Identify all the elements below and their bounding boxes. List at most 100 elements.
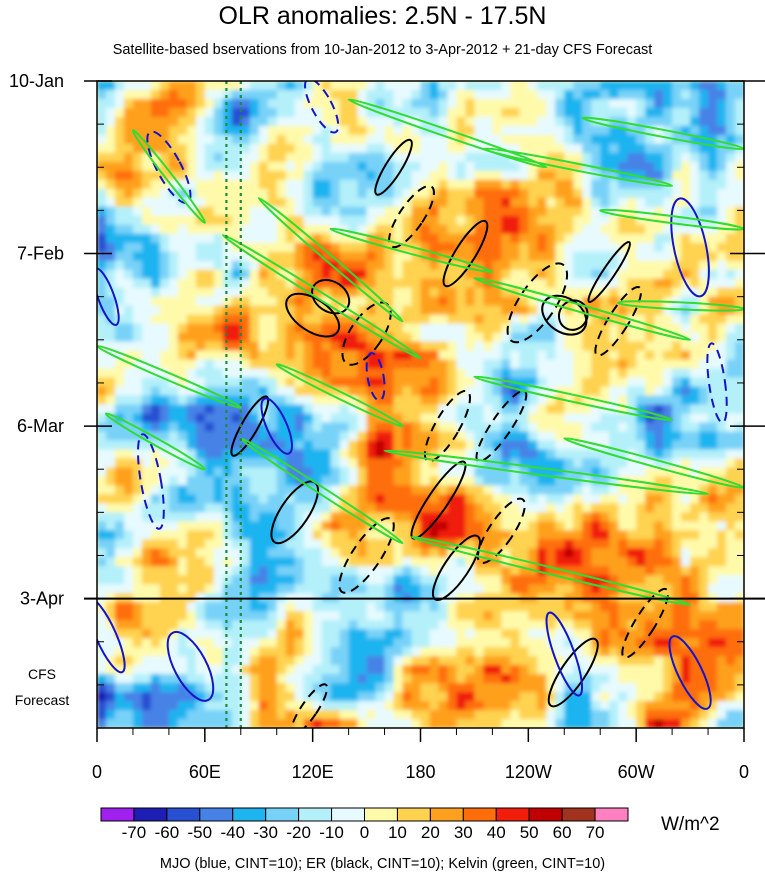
anomaly-cell bbox=[438, 296, 449, 307]
anomaly-cell bbox=[663, 449, 673, 460]
anomaly-cell bbox=[159, 611, 170, 621]
anomaly-cell bbox=[510, 422, 520, 433]
anomaly-cell bbox=[177, 179, 188, 190]
anomaly-cell bbox=[519, 98, 529, 109]
anomaly-cell bbox=[204, 404, 215, 415]
anomaly-cell bbox=[627, 404, 637, 415]
anomaly-cell bbox=[312, 692, 323, 702]
anomaly-cell bbox=[690, 629, 700, 639]
anomaly-cell bbox=[483, 359, 493, 370]
anomaly-cell bbox=[510, 386, 520, 397]
anomaly-cell bbox=[555, 170, 565, 181]
anomaly-cell bbox=[366, 449, 377, 460]
anomaly-cell bbox=[681, 476, 691, 486]
anomaly-cell bbox=[483, 602, 493, 612]
anomaly-cell bbox=[105, 81, 116, 91]
anomaly-cell bbox=[393, 665, 404, 675]
anomaly-cell bbox=[546, 665, 556, 675]
anomaly-cell bbox=[672, 287, 682, 298]
anomaly-cell bbox=[474, 323, 485, 334]
anomaly-cell bbox=[546, 215, 556, 226]
anomaly-cell bbox=[465, 503, 476, 513]
anomaly-cell bbox=[204, 620, 215, 630]
anomaly-cell bbox=[672, 413, 682, 424]
anomaly-cell bbox=[105, 476, 116, 486]
anomaly-cell bbox=[213, 224, 224, 235]
anomaly-cell bbox=[582, 377, 592, 388]
anomaly-cell bbox=[663, 251, 673, 262]
anomaly-cell bbox=[609, 485, 619, 495]
anomaly-cell bbox=[249, 476, 260, 486]
anomaly-cell bbox=[97, 557, 107, 567]
anomaly-cell bbox=[339, 638, 350, 648]
anomaly-cell bbox=[510, 629, 520, 639]
anomaly-cell bbox=[636, 674, 646, 684]
anomaly-cell bbox=[141, 467, 152, 477]
anomaly-cell bbox=[177, 638, 188, 648]
anomaly-cell bbox=[231, 188, 242, 199]
anomaly-cell bbox=[132, 107, 143, 118]
anomaly-cell bbox=[492, 179, 502, 190]
anomaly-cell bbox=[393, 530, 404, 540]
anomaly-cell bbox=[447, 332, 458, 343]
anomaly-cell bbox=[294, 422, 305, 433]
anomaly-cell bbox=[222, 404, 233, 415]
anomaly-cell bbox=[420, 602, 431, 612]
anomaly-cell bbox=[276, 548, 287, 558]
anomaly-cell bbox=[312, 386, 323, 397]
anomaly-cell bbox=[708, 260, 718, 271]
anomaly-cell bbox=[213, 260, 224, 271]
anomaly-cell bbox=[591, 242, 601, 253]
anomaly-cell bbox=[735, 665, 744, 675]
anomaly-cell bbox=[735, 413, 744, 424]
anomaly-cell bbox=[591, 350, 601, 361]
anomaly-cell bbox=[582, 422, 592, 433]
anomaly-cell bbox=[564, 224, 574, 235]
anomaly-cell bbox=[492, 692, 502, 702]
anomaly-cell bbox=[123, 224, 134, 235]
anomaly-cell bbox=[672, 692, 682, 702]
anomaly-cell bbox=[717, 260, 727, 271]
anomaly-cell bbox=[465, 323, 476, 334]
anomaly-cell bbox=[141, 602, 152, 612]
anomaly-cell bbox=[303, 269, 314, 280]
anomaly-cell bbox=[456, 260, 467, 271]
anomaly-cell bbox=[654, 512, 664, 522]
anomaly-cell bbox=[195, 512, 206, 522]
chart-subtitle: Satellite-based bservations from 10-Jan-… bbox=[112, 42, 653, 58]
anomaly-cell bbox=[231, 260, 242, 271]
anomaly-cell bbox=[483, 512, 493, 522]
anomaly-cell bbox=[564, 215, 574, 226]
anomaly-cell bbox=[240, 647, 251, 657]
anomaly-cell bbox=[492, 152, 502, 163]
anomaly-cell bbox=[663, 368, 673, 379]
anomaly-cell bbox=[483, 134, 493, 145]
anomaly-cell bbox=[609, 638, 619, 648]
anomaly-cell bbox=[168, 386, 179, 397]
anomaly-cell bbox=[123, 647, 134, 657]
anomaly-cell bbox=[402, 683, 413, 693]
anomaly-cell bbox=[654, 125, 664, 136]
anomaly-cell bbox=[312, 638, 323, 648]
anomaly-cell bbox=[348, 422, 359, 433]
anomaly-cell bbox=[114, 683, 125, 693]
anomaly-cell bbox=[726, 395, 736, 406]
anomaly-cell bbox=[456, 134, 467, 145]
anomaly-cell bbox=[456, 503, 467, 513]
anomaly-cell bbox=[483, 629, 493, 639]
anomaly-cell bbox=[735, 251, 744, 262]
anomaly-cell bbox=[735, 287, 744, 298]
anomaly-cell bbox=[492, 620, 502, 630]
anomaly-cell bbox=[141, 620, 152, 630]
anomaly-cell bbox=[177, 287, 188, 298]
anomaly-cell bbox=[591, 503, 601, 513]
anomaly-cell bbox=[114, 503, 125, 513]
anomaly-cell bbox=[168, 305, 179, 316]
anomaly-cell bbox=[294, 152, 305, 163]
anomaly-cell bbox=[330, 314, 341, 325]
anomaly-cell bbox=[483, 431, 493, 442]
anomaly-cell bbox=[546, 449, 556, 460]
anomaly-cell bbox=[366, 665, 377, 675]
anomaly-cell bbox=[195, 287, 206, 298]
anomaly-cell bbox=[690, 242, 700, 253]
